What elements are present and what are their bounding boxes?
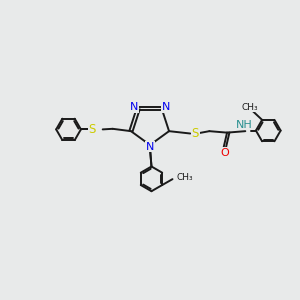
- Text: CH₃: CH₃: [242, 103, 259, 112]
- Text: O: O: [220, 148, 229, 158]
- Text: N: N: [161, 102, 170, 112]
- Text: N: N: [130, 102, 139, 112]
- Text: CH₃: CH₃: [176, 173, 193, 182]
- Text: S: S: [192, 127, 199, 140]
- Text: N: N: [146, 142, 154, 152]
- Text: NH: NH: [236, 120, 252, 130]
- Text: S: S: [88, 123, 96, 136]
